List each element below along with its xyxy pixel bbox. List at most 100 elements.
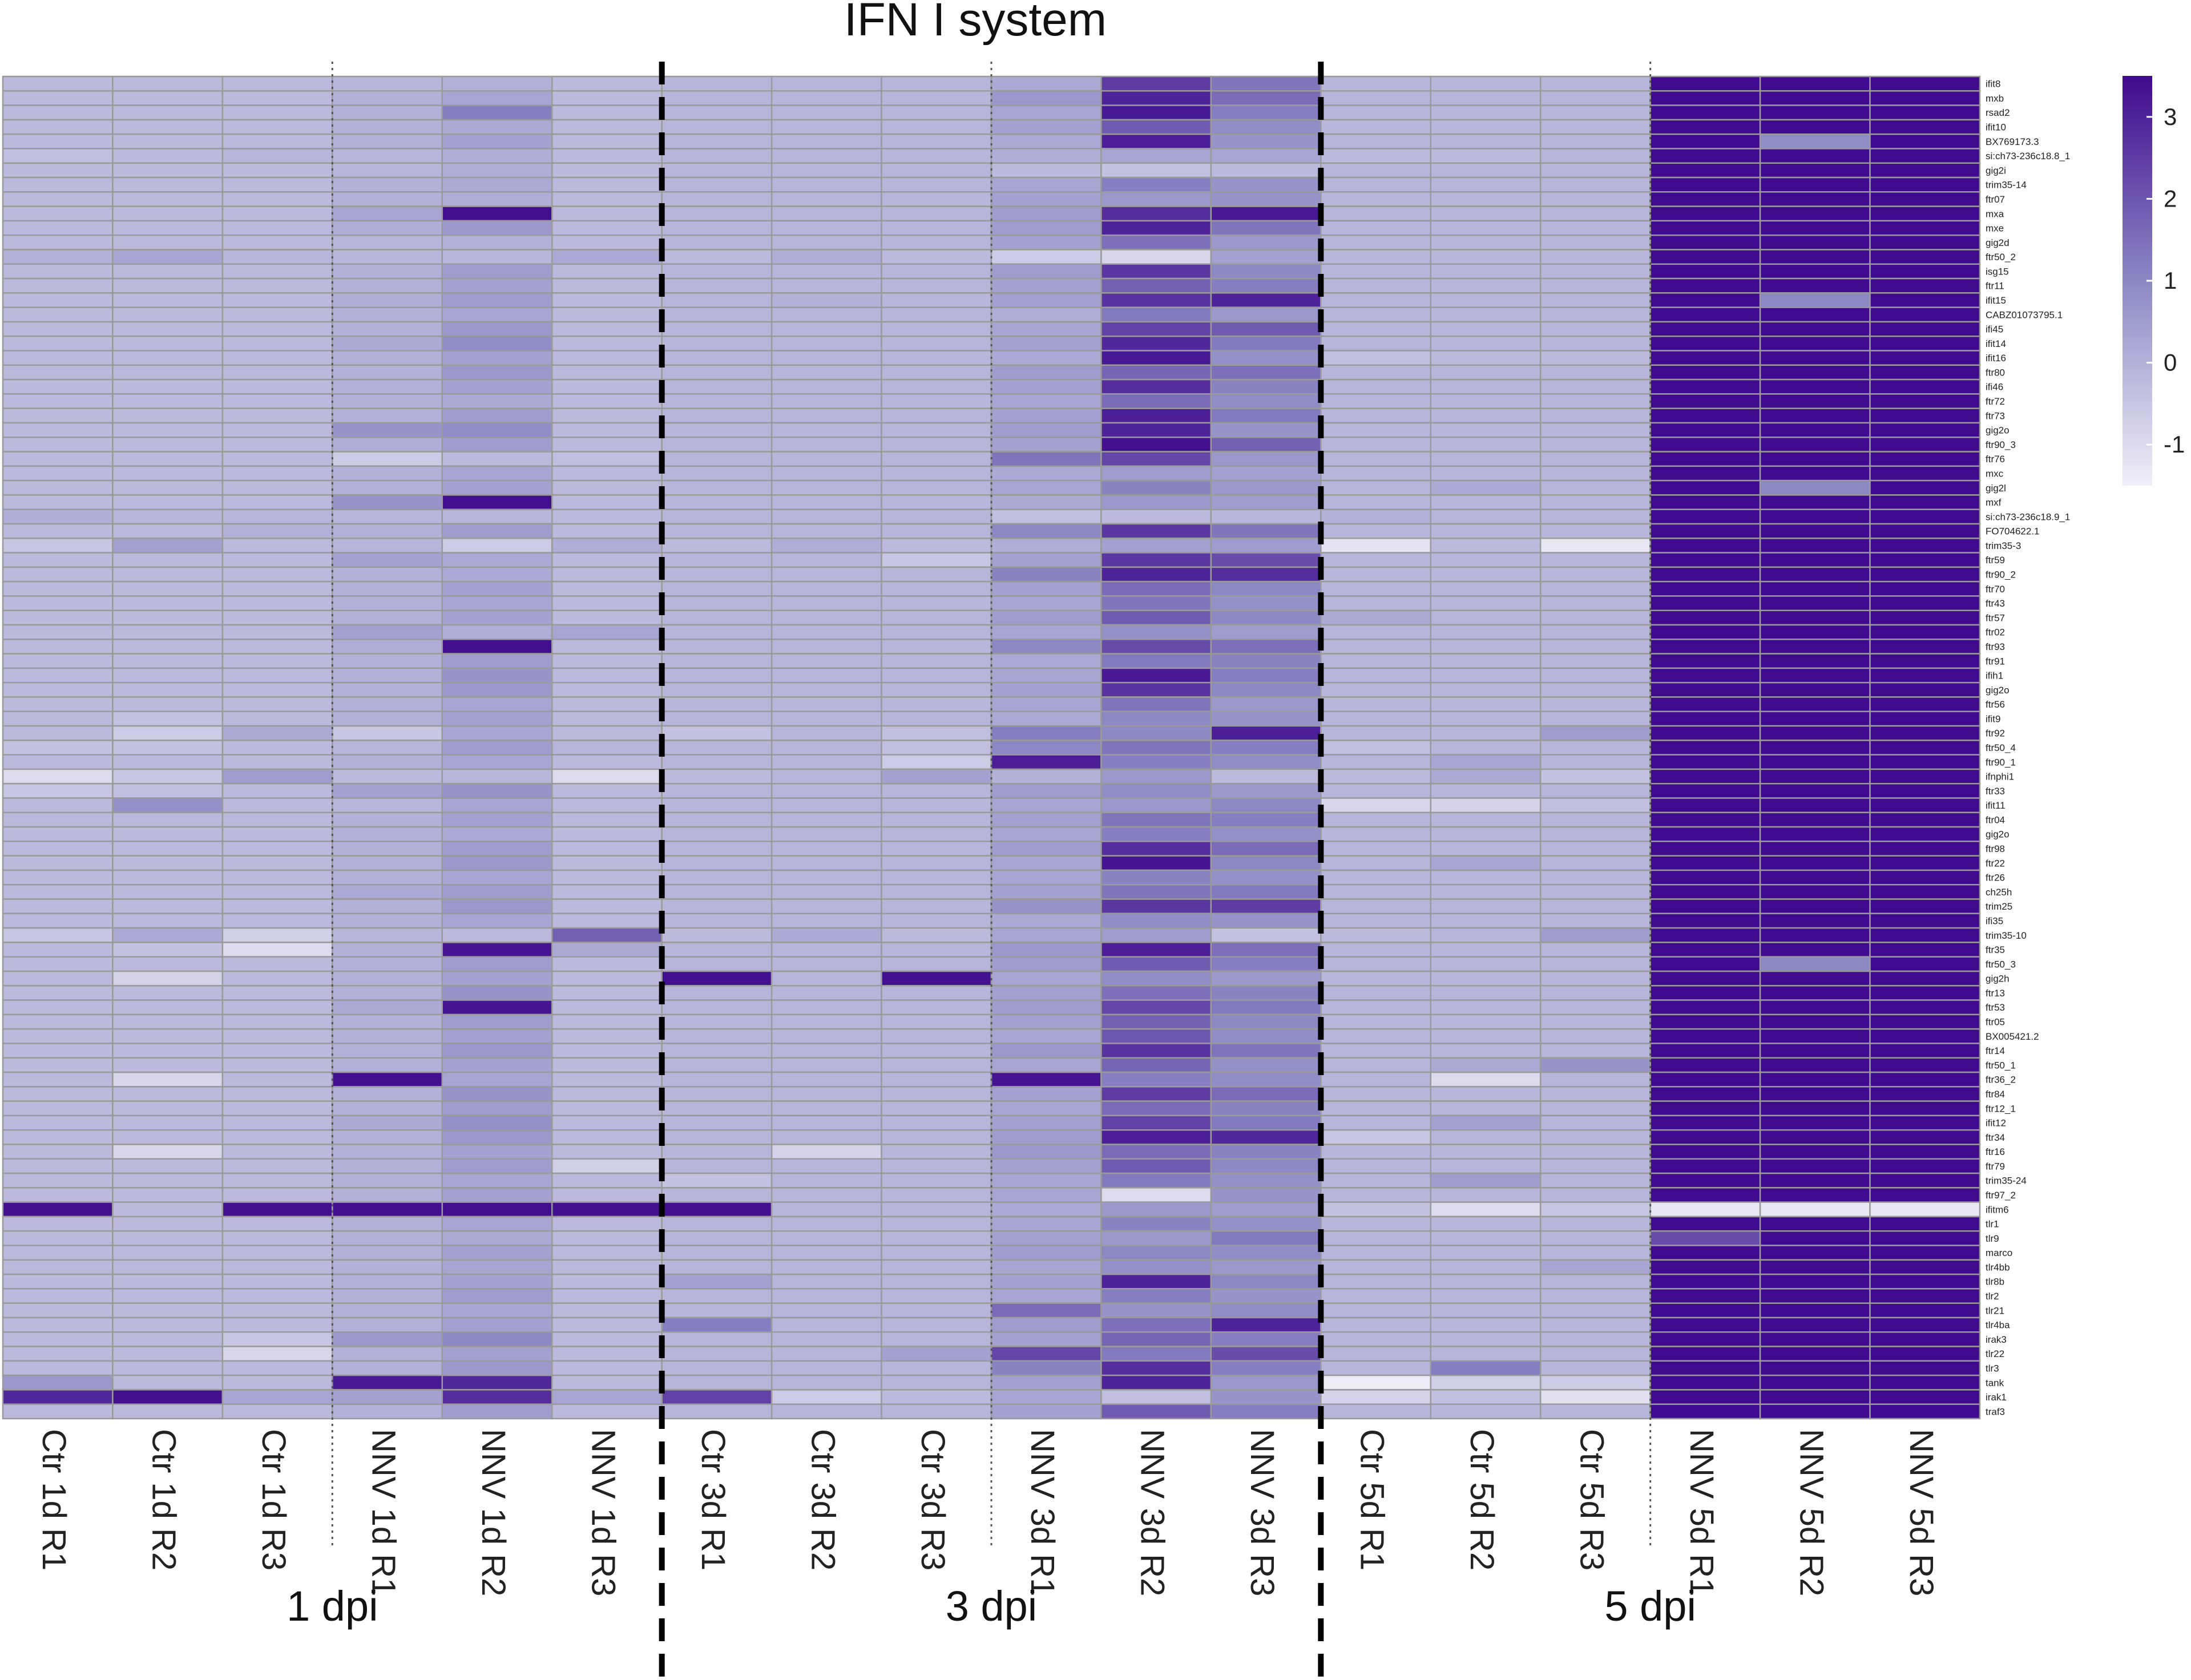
heatmap-cell: [881, 364, 992, 381]
heatmap-cell: [661, 1273, 773, 1290]
heatmap-cell: [221, 422, 333, 438]
heatmap-cell: [661, 494, 773, 510]
heatmap-cell: [1320, 782, 1432, 799]
heatmap-cell: [1100, 681, 1212, 698]
gene-label: gig2i: [1986, 165, 2006, 176]
heatmap-cell: [1210, 335, 1322, 352]
heatmap-cell: [112, 1259, 224, 1275]
heatmap-cell: [1430, 1144, 1542, 1160]
heatmap-cell: [112, 451, 224, 467]
heatmap-cell: [112, 811, 224, 828]
heatmap-cell: [332, 538, 443, 554]
heatmap-cell: [221, 999, 333, 1016]
heatmap-cell: [881, 595, 992, 611]
heatmap-cell: [1430, 292, 1542, 308]
heatmap-cell: [661, 292, 773, 308]
heatmap-cell: [1210, 1346, 1322, 1362]
heatmap-cell: [990, 364, 1102, 381]
heatmap-cell: [112, 797, 224, 814]
heatmap-cell: [1649, 667, 1761, 684]
heatmap-cell: [661, 335, 773, 352]
heatmap-cell: [551, 681, 663, 698]
heatmap-cell: [770, 1187, 882, 1203]
heatmap-cell: [551, 970, 663, 987]
heatmap-cell: [1320, 75, 1432, 92]
heatmap-cell: [1320, 465, 1432, 482]
gene-label: ftr92: [1986, 728, 2005, 739]
heatmap-cell: [441, 681, 553, 698]
heatmap-cell: [1210, 148, 1322, 164]
heatmap-cell: [990, 263, 1102, 280]
heatmap-cell: [661, 681, 773, 698]
heatmap-cell: [990, 1057, 1102, 1073]
heatmap-cell: [1430, 1057, 1542, 1073]
heatmap-cell: [1759, 1215, 1871, 1232]
heatmap-cell: [221, 75, 333, 92]
gene-label: ftr73: [1986, 410, 2005, 421]
heatmap-cell: [441, 191, 553, 207]
heatmap-cell: [770, 1302, 882, 1319]
heatmap-cell: [1869, 508, 1981, 525]
heatmap-cell: [332, 378, 443, 395]
heatmap-cell: [1210, 1086, 1322, 1102]
heatmap-cell: [1649, 696, 1761, 713]
heatmap-cell: [221, 191, 333, 207]
heatmap-cell: [1869, 811, 1981, 828]
heatmap-cell: [1430, 1013, 1542, 1030]
heatmap-cell: [1210, 1201, 1322, 1218]
heatmap-cell: [332, 306, 443, 323]
gene-label: ftr33: [1986, 786, 2005, 797]
heatmap-cell: [441, 999, 553, 1016]
heatmap-cell: [332, 1057, 443, 1073]
heatmap-cell: [990, 884, 1102, 900]
heatmap-cell: [221, 725, 333, 741]
heatmap-cell: [1430, 552, 1542, 568]
heatmap-cell: [1869, 538, 1981, 554]
heatmap-cell: [1320, 609, 1432, 626]
heatmap-cell: [2, 797, 114, 814]
heatmap-cell: [881, 1158, 992, 1174]
heatmap-cell: [881, 148, 992, 164]
heatmap-cell: [1430, 1273, 1542, 1290]
heatmap-cell: [332, 350, 443, 366]
heatmap-cell: [881, 393, 992, 409]
heatmap-cell: [2, 826, 114, 842]
heatmap-cell: [1210, 494, 1322, 510]
heatmap-cell: [1430, 653, 1542, 669]
heatmap-cell: [1430, 538, 1542, 554]
gene-label: si:ch73-236c18.9_1: [1986, 511, 2070, 522]
heatmap-cell: [1869, 1259, 1981, 1275]
heatmap-cell: [221, 1129, 333, 1145]
heatmap-cell: [1100, 639, 1212, 655]
heatmap-cell: [1869, 306, 1981, 323]
heatmap-cell: [2, 306, 114, 323]
heatmap-cell: [1649, 263, 1761, 280]
heatmap-cell: [112, 523, 224, 539]
heatmap-cell: [990, 1172, 1102, 1189]
heatmap-cell: [881, 292, 992, 308]
heatmap-cell: [221, 292, 333, 308]
heatmap-cell: [1430, 639, 1542, 655]
sample-label: NNV 1d R2: [475, 1429, 512, 1596]
heatmap-cell: [1210, 1028, 1322, 1044]
heatmap-cell: [1759, 754, 1871, 770]
heatmap-cell: [881, 970, 992, 987]
heatmap-cell: [1210, 639, 1322, 655]
heatmap-cell: [112, 1360, 224, 1376]
heatmap-cell: [1320, 1057, 1432, 1073]
heatmap-cell: [1539, 1374, 1651, 1391]
heatmap-cell: [990, 148, 1102, 164]
heatmap-cell: [1539, 1288, 1651, 1304]
heatmap-cell: [332, 523, 443, 539]
heatmap-cell: [1649, 133, 1761, 150]
heatmap-cell: [551, 1288, 663, 1304]
gene-label: ftr98: [1986, 843, 2005, 854]
heatmap-cell: [2, 1316, 114, 1333]
heatmap-cell: [1649, 956, 1761, 972]
heatmap-cell: [1539, 1302, 1651, 1319]
heatmap-cell: [332, 162, 443, 179]
heatmap-cell: [1430, 306, 1542, 323]
heatmap-cell: [1869, 90, 1981, 106]
heatmap-cell: [881, 768, 992, 785]
heatmap-cell: [1649, 841, 1761, 857]
